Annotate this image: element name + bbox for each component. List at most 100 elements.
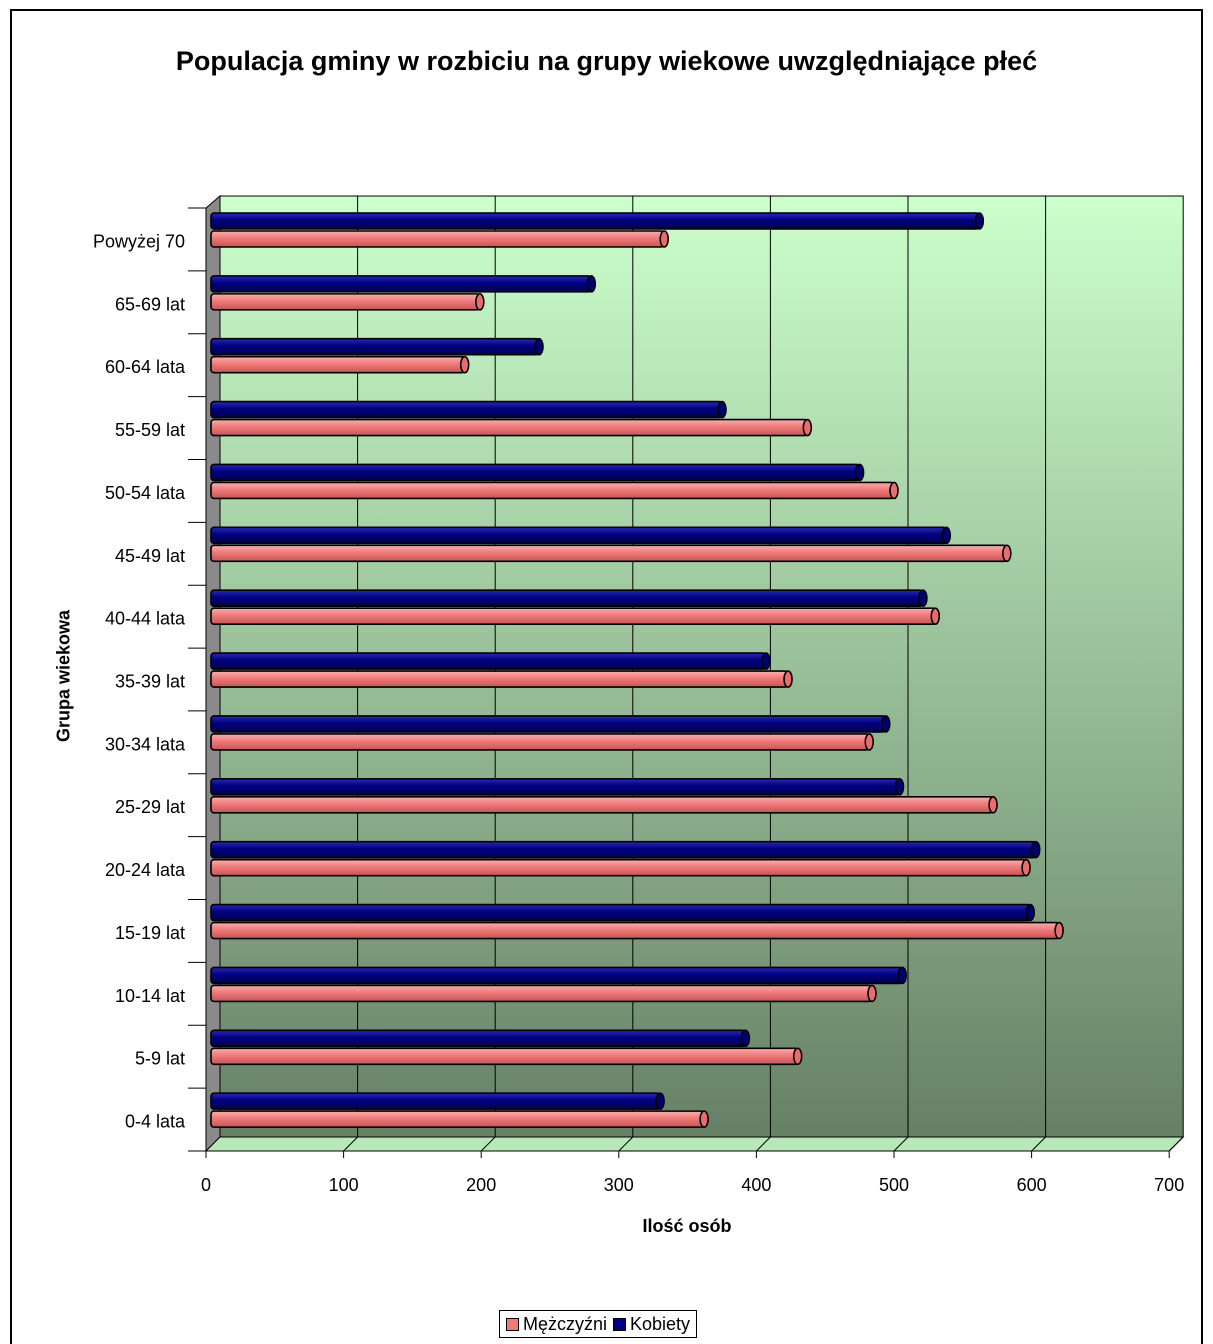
- x-tick-label: 700: [1154, 1175, 1184, 1195]
- bar-kobiety-cap: [534, 337, 544, 356]
- bar-kobiety: [210, 463, 865, 482]
- bar-kobiety: [210, 400, 727, 419]
- y-tick-label: 5-9 lat: [135, 1049, 185, 1069]
- legend-item-male: Mężczyźni: [506, 1314, 607, 1335]
- bar-kobiety: [210, 337, 544, 356]
- bar-kobiety-cap: [918, 589, 928, 608]
- bar-kobiety: [210, 526, 952, 545]
- bar-kobiety-cap: [854, 463, 865, 482]
- chart-title: Populacja gminy w rozbiciu na grupy wiek…: [175, 46, 1038, 76]
- y-tick-label: Powyżej 70: [93, 231, 185, 251]
- floor-gridline: [1168, 1136, 1184, 1152]
- bar-kobiety-body: [210, 903, 1032, 922]
- x-tick-label: 300: [604, 1175, 634, 1195]
- chart-frame: [10, 9, 1203, 1344]
- bar-mezczyzni-cap: [699, 1110, 709, 1128]
- bar-mezczyzni-body: [210, 355, 466, 374]
- bar-mezczyzni-cap: [475, 293, 485, 311]
- bar-mezczyzni: [210, 544, 1012, 563]
- bar-mezczyzni-cap: [802, 418, 813, 437]
- bar-kobiety: [210, 589, 928, 608]
- floor-gridline: [343, 1136, 358, 1152]
- bar-kobiety-cap: [897, 966, 908, 985]
- plot-floor: [204, 1136, 1185, 1152]
- y-tick-label: 45-49 lat: [115, 546, 185, 566]
- bar-mezczyzni-body: [210, 670, 789, 688]
- bar-kobiety-cap: [894, 777, 905, 796]
- bar-kobiety-cap: [717, 400, 727, 419]
- x-axis-title: Ilość osób: [642, 1216, 732, 1236]
- bar-mezczyzni: [210, 733, 875, 751]
- y-tick-label: 55-59 lat: [115, 420, 185, 440]
- bar-kobiety-cap: [941, 526, 952, 545]
- bar-kobiety-cap: [974, 212, 985, 230]
- bar-mezczyzni: [210, 984, 877, 1003]
- bar-mezczyzni: [210, 355, 470, 374]
- bar-mezczyzni-body: [210, 607, 937, 626]
- x-tick-label: 400: [741, 1175, 771, 1195]
- bar-mezczyzni-body: [210, 858, 1027, 877]
- bar-kobiety-body: [210, 526, 948, 545]
- bar-mezczyzni-body: [210, 544, 1008, 563]
- bar-kobiety-body: [210, 589, 924, 608]
- bar-mezczyzni: [210, 858, 1031, 877]
- bar-mezczyzni: [210, 230, 670, 248]
- bar-kobiety-cap: [586, 275, 597, 293]
- y-tick-label: 20-24 lata: [105, 860, 186, 880]
- bar-mezczyzni-body: [210, 1110, 705, 1128]
- bar-kobiety-body: [210, 777, 901, 796]
- bar-kobiety: [210, 966, 908, 985]
- bar-mezczyzni-cap: [1021, 858, 1031, 877]
- bar-kobiety: [210, 275, 597, 293]
- bar-mezczyzni: [210, 921, 1064, 940]
- bar-kobiety: [210, 715, 891, 733]
- legend: Mężczyźni Kobiety: [499, 1310, 698, 1338]
- y-tick-label: 10-14 lat: [115, 986, 185, 1006]
- bar-mezczyzni-cap: [459, 355, 470, 374]
- bar-mezczyzni-cap: [792, 1047, 803, 1066]
- legend-swatch-male: [506, 1317, 519, 1331]
- bar-kobiety-cap: [740, 1029, 751, 1048]
- floor-gridline: [1031, 1136, 1046, 1152]
- y-tick-label: 0-4 lata: [125, 1112, 186, 1132]
- legend-swatch-female: [613, 1317, 627, 1331]
- bar-kobiety: [210, 840, 1041, 859]
- y-tick-label: 60-64 lata: [105, 357, 186, 377]
- bar-kobiety-body: [210, 1029, 747, 1048]
- bar-kobiety-body: [210, 715, 887, 733]
- bar-mezczyzni-cap: [889, 481, 899, 500]
- bar-mezczyzni: [210, 1110, 709, 1128]
- bar-mezczyzni-body: [210, 230, 666, 248]
- bar-mezczyzni-body: [210, 984, 873, 1003]
- bar-mezczyzni-body: [210, 481, 895, 500]
- bar-kobiety-body: [210, 275, 593, 293]
- bar-kobiety-body: [210, 966, 904, 985]
- bar-mezczyzni-body: [210, 293, 481, 311]
- bar-mezczyzni-body: [210, 921, 1060, 940]
- y-axis-title: Grupa wiekowa: [53, 609, 74, 743]
- bar-mezczyzni-cap: [1054, 921, 1064, 940]
- bar-kobiety-body: [210, 840, 1037, 859]
- bar-kobiety: [210, 777, 905, 796]
- bar-mezczyzni-cap: [867, 984, 877, 1003]
- bar-mezczyzni: [210, 293, 485, 311]
- bar-kobiety-body: [210, 337, 540, 356]
- y-tick-label: 40-44 lata: [105, 609, 186, 629]
- bar-kobiety-body: [210, 400, 723, 419]
- bar-kobiety-body: [210, 1092, 661, 1110]
- y-tick-label: 25-29 lat: [115, 797, 185, 817]
- x-tick-label: 600: [1017, 1175, 1047, 1195]
- bar-mezczyzni-cap: [864, 733, 875, 751]
- bar-kobiety-cap: [761, 652, 771, 670]
- bar-mezczyzni: [210, 481, 899, 500]
- bar-mezczyzni: [210, 418, 813, 437]
- bar-kobiety-body: [210, 463, 861, 482]
- bar-mezczyzni-cap: [988, 795, 998, 814]
- bar-kobiety: [210, 903, 1036, 922]
- bar-kobiety-body: [210, 652, 767, 670]
- bar-mezczyzni-body: [210, 733, 871, 751]
- y-tick-label: 65-69 lat: [115, 294, 185, 314]
- bar-kobiety: [210, 1092, 665, 1110]
- bar-kobiety: [210, 212, 985, 230]
